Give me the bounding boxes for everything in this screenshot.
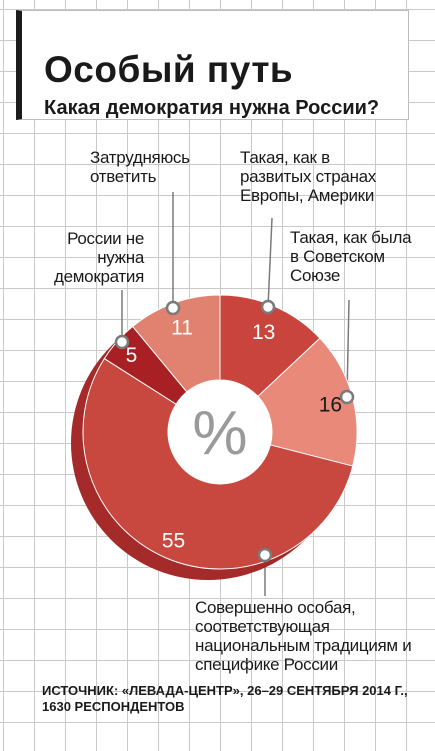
label-very-special: Совершенно особая, соответствующая нацио… [195, 598, 412, 674]
donut-hole [168, 380, 272, 484]
marker-dot [260, 299, 276, 315]
chart-title: Особый путь [44, 49, 294, 90]
donut-slices [82, 294, 358, 570]
label-western: Такая, как в развитых странах Европы, Ам… [240, 148, 377, 205]
marker-dot [339, 389, 355, 405]
source-note: ИСТОЧНИК: «ЛЕВАДА-ЦЕНТР», 26–29 СЕНТЯБРЯ… [42, 683, 408, 714]
value-label: 55 [162, 529, 185, 552]
label-hard-to-say: Затрудняюсь ответить [90, 148, 190, 186]
label-not-needed: России не нужна демократия [54, 229, 144, 286]
value-label: 11 [171, 317, 193, 340]
leader-line [267, 217, 273, 308]
title-box: Особый путь Какая демократия нужна Росси… [16, 10, 409, 120]
slice-markers [114, 299, 355, 563]
value-label: 13 [252, 321, 275, 344]
percent-symbol: % [192, 399, 247, 468]
marker-dot [257, 547, 273, 563]
value-label: 16 [319, 394, 342, 417]
marker-dot [114, 334, 130, 350]
marker-dot [165, 300, 181, 316]
chart-subtitle: Какая демократия нужна России? [44, 97, 380, 119]
label-soviet: Такая, как была в Советском Союзе [290, 228, 412, 285]
value-label: 5 [126, 344, 138, 367]
